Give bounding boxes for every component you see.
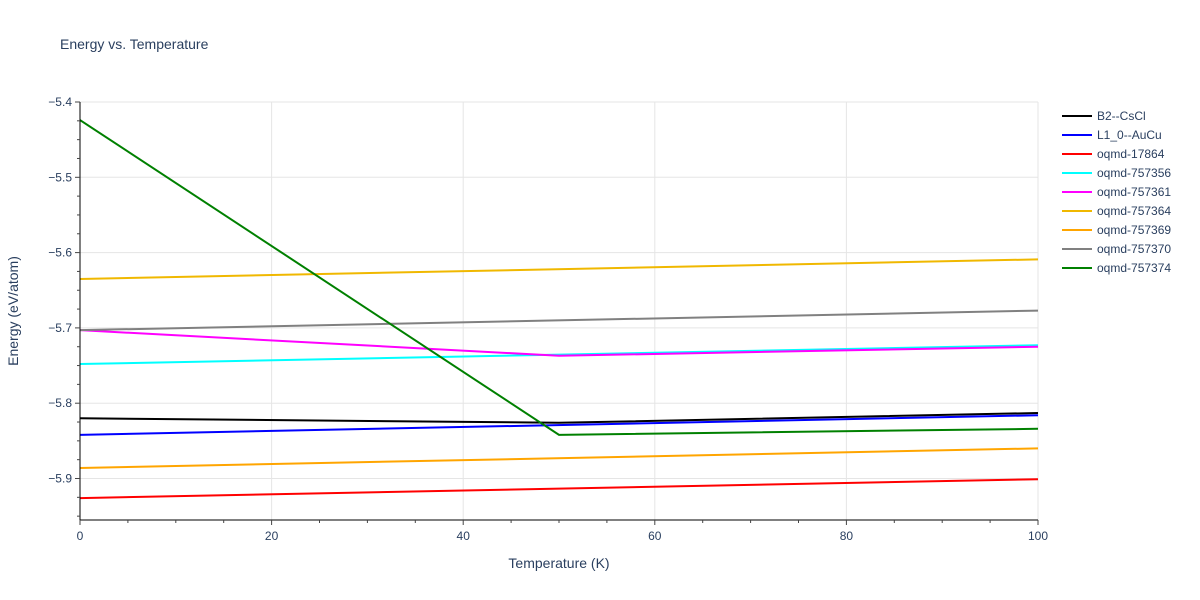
legend-item[interactable]: oqmd-757374 (1062, 258, 1171, 277)
y-tick-label: −5.6 (48, 246, 72, 260)
series-line-L1_0--AuCu[interactable] (79, 414, 1039, 436)
y-axis-title: Energy (eV/atom) (5, 256, 21, 366)
legend-line-icon (1062, 266, 1092, 269)
x-tick-label: 20 (265, 529, 279, 543)
x-tick-label: 100 (1028, 529, 1048, 543)
chart-title: Energy vs. Temperature (60, 36, 209, 52)
y-tick-label: −5.9 (48, 472, 72, 486)
y-tick-label: −5.4 (48, 95, 72, 109)
legend-item[interactable]: oqmd-757369 (1062, 220, 1171, 239)
y-tick-label: −5.8 (48, 396, 72, 410)
legend-item[interactable]: oqmd-757370 (1062, 239, 1171, 258)
x-tick-label: 0 (77, 529, 84, 543)
legend-line-icon (1062, 190, 1092, 193)
series-line-B2--CsCl[interactable] (79, 411, 1039, 424)
legend-label: L1_0--AuCu (1097, 127, 1162, 142)
series-line-oqmd-757361[interactable] (79, 329, 1039, 357)
legend-line-icon (1062, 152, 1092, 155)
series-line-oqmd-757356[interactable] (79, 344, 1039, 366)
legend-line-icon (1062, 133, 1092, 136)
legend-line-icon (1062, 247, 1092, 250)
series-line-oqmd-17864[interactable] (79, 478, 1039, 500)
legend-line-icon (1062, 171, 1092, 174)
legend-line-icon (1062, 228, 1092, 231)
legend-label: oqmd-757370 (1097, 241, 1172, 256)
legend-label: oqmd-757356 (1097, 165, 1172, 180)
legend-item[interactable]: B2--CsCl (1062, 106, 1171, 125)
legend-item[interactable]: oqmd-757356 (1062, 163, 1171, 182)
series-line-oqmd-757374[interactable] (79, 119, 1039, 436)
legend-label: oqmd-757374 (1097, 260, 1172, 275)
legend-item[interactable]: L1_0--AuCu (1062, 125, 1171, 144)
legend-item[interactable]: oqmd-757364 (1062, 201, 1171, 220)
legend-label: B2--CsCl (1097, 108, 1146, 123)
legend-line-icon (1062, 114, 1092, 117)
series-line-oqmd-757364[interactable] (79, 258, 1039, 280)
legend-label: oqmd-17864 (1097, 146, 1165, 161)
legend-label: oqmd-757364 (1097, 203, 1172, 218)
legend-label: oqmd-757361 (1097, 184, 1172, 199)
x-tick-label: 60 (648, 529, 662, 543)
legend-item[interactable]: oqmd-757361 (1062, 182, 1171, 201)
x-axis-title: Temperature (K) (508, 555, 609, 571)
legend: B2--CsCl L1_0--AuCu oqmd-17864 oqmd-757356 o… (1062, 106, 1171, 277)
legend-item[interactable]: oqmd-17864 (1062, 144, 1171, 163)
x-tick-label: 80 (840, 529, 854, 543)
y-tick-label: −5.7 (48, 321, 72, 335)
legend-label: oqmd-757369 (1097, 222, 1172, 237)
legend-line-icon (1062, 209, 1092, 212)
x-tick-label: 40 (457, 529, 471, 543)
series-line-oqmd-757370[interactable] (79, 309, 1039, 332)
y-tick-label: −5.5 (48, 170, 72, 184)
series-line-oqmd-757369[interactable] (79, 447, 1039, 469)
